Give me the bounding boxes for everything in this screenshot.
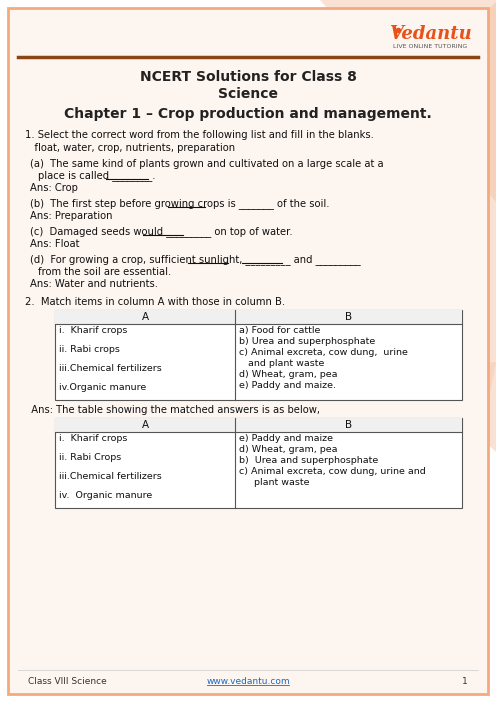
Text: iv.Organic manure: iv.Organic manure xyxy=(59,383,146,392)
Text: Ans: The table showing the matched answers is as below,: Ans: The table showing the matched answe… xyxy=(25,405,320,415)
Text: b) Urea and superphosphate: b) Urea and superphosphate xyxy=(239,337,375,346)
Text: A: A xyxy=(141,420,149,430)
Text: iii.Chemical fertilizers: iii.Chemical fertilizers xyxy=(59,472,162,481)
FancyBboxPatch shape xyxy=(8,8,488,694)
Bar xyxy=(55,418,462,508)
Text: c) Animal excreta, cow dung,  urine: c) Animal excreta, cow dung, urine xyxy=(239,348,408,357)
Text: Ans: Preparation: Ans: Preparation xyxy=(30,211,113,221)
Text: Ans: Float: Ans: Float xyxy=(30,239,79,249)
Text: LIVE ONLINE TUTORING: LIVE ONLINE TUTORING xyxy=(393,44,467,50)
Text: 2.  Match items in column A with those in column B.: 2. Match items in column A with those in… xyxy=(25,297,285,307)
Text: plant waste: plant waste xyxy=(239,478,310,487)
Text: Vedantu: Vedantu xyxy=(389,25,471,43)
Text: iii.Chemical fertilizers: iii.Chemical fertilizers xyxy=(59,364,162,373)
Text: 1: 1 xyxy=(462,677,468,687)
Text: float, water, crop, nutrients, preparation: float, water, crop, nutrients, preparati… xyxy=(25,143,235,153)
Text: and plant waste: and plant waste xyxy=(239,359,324,368)
Text: B: B xyxy=(345,312,352,322)
Text: (b)  The first step before growing crops is _______ of the soil.: (b) The first step before growing crops … xyxy=(30,199,329,209)
Text: ii. Rabi crops: ii. Rabi crops xyxy=(59,345,120,354)
Bar xyxy=(55,418,462,432)
Text: i.  Kharif crops: i. Kharif crops xyxy=(59,326,127,335)
Text: d) Wheat, gram, pea: d) Wheat, gram, pea xyxy=(239,370,337,379)
Bar xyxy=(55,310,462,324)
Text: Class VIII Science: Class VIII Science xyxy=(28,677,107,687)
Text: Ans: Water and nutrients.: Ans: Water and nutrients. xyxy=(30,279,158,289)
Polygon shape xyxy=(320,0,496,202)
Polygon shape xyxy=(200,362,496,602)
Text: ii. Rabi Crops: ii. Rabi Crops xyxy=(59,453,121,462)
Text: e) Paddy and maize: e) Paddy and maize xyxy=(239,434,333,443)
Text: Science: Science xyxy=(218,87,278,101)
Text: d) Wheat, gram, pea: d) Wheat, gram, pea xyxy=(239,445,337,454)
Text: e) Paddy and maize.: e) Paddy and maize. xyxy=(239,381,336,390)
Text: (d)  For growing a crop, sufficient sunlight, _________ and _________: (d) For growing a crop, sufficient sunli… xyxy=(30,255,361,265)
Text: (c)  Damaged seeds would _________ on top of water.: (c) Damaged seeds would _________ on top… xyxy=(30,227,293,237)
Text: A: A xyxy=(141,312,149,322)
Text: c) Animal excreta, cow dung, urine and: c) Animal excreta, cow dung, urine and xyxy=(239,467,426,476)
Text: www.vedantu.com: www.vedantu.com xyxy=(206,677,290,687)
Text: i.  Kharif crops: i. Kharif crops xyxy=(59,434,127,443)
Bar xyxy=(55,310,462,400)
Text: 1. Select the correct word from the following list and fill in the blanks.: 1. Select the correct word from the foll… xyxy=(25,130,374,140)
Text: Chapter 1 – Crop production and management.: Chapter 1 – Crop production and manageme… xyxy=(64,107,432,121)
Text: place is called ________.: place is called ________. xyxy=(38,171,156,181)
Polygon shape xyxy=(260,2,496,452)
Text: from the soil are essential.: from the soil are essential. xyxy=(38,267,171,277)
Text: NCERT Solutions for Class 8: NCERT Solutions for Class 8 xyxy=(139,70,357,84)
Text: b)  Urea and superphosphate: b) Urea and superphosphate xyxy=(239,456,378,465)
Text: B: B xyxy=(345,420,352,430)
Text: Ans: Crop: Ans: Crop xyxy=(30,183,78,193)
Text: (a)  The same kind of plants grown and cultivated on a large scale at a: (a) The same kind of plants grown and cu… xyxy=(30,159,383,169)
Text: a) Food for cattle: a) Food for cattle xyxy=(239,326,320,335)
Text: iv.  Organic manure: iv. Organic manure xyxy=(59,491,152,500)
